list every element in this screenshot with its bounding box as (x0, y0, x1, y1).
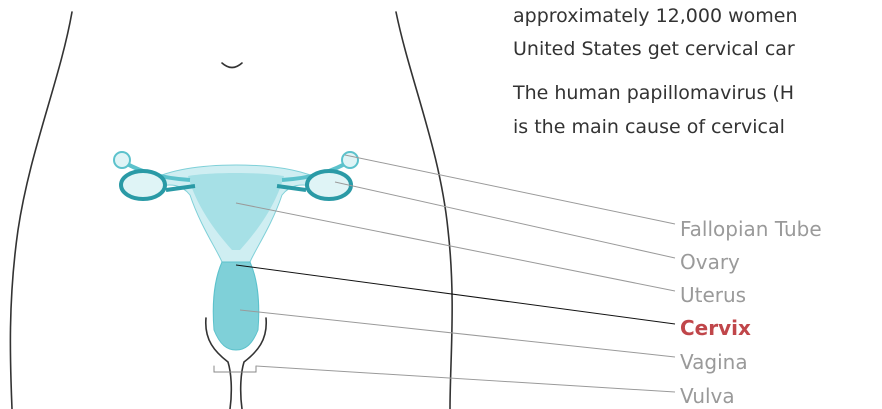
leader-line (235, 202, 676, 292)
right-hip (395, 11, 453, 409)
right-ligament (276, 184, 307, 192)
paragraph-line: United States get cervical car (513, 38, 795, 60)
labels: Fallopian Tube Ovary Uterus Cervix Vagin… (680, 217, 822, 408)
reproductive-organs (113, 151, 359, 351)
label[interactable]: Fallopian Tube (680, 217, 822, 241)
leader-lines (235, 154, 676, 393)
right-fimbria (341, 151, 359, 169)
leader-line (344, 154, 676, 225)
left-hip (9, 11, 73, 409)
uterus (188, 173, 284, 250)
leader-line (239, 309, 676, 358)
vulva-bracket (213, 365, 257, 373)
leader-line (235, 264, 676, 325)
left-ovary (119, 169, 167, 201)
paragraph-line: The human papillomavirus (H (512, 82, 794, 104)
navel (221, 62, 243, 69)
label[interactable]: Vagina (680, 350, 748, 374)
label-active[interactable]: Cervix (680, 316, 751, 340)
leader-line (255, 365, 676, 393)
paragraph-line: approximately 12,000 women (513, 5, 798, 27)
paragraph-line: is the main cause of cervical (513, 116, 785, 138)
body-outline (9, 11, 453, 409)
left-fimbria (113, 151, 131, 169)
left-thigh (205, 317, 233, 409)
label[interactable]: Vulva (680, 384, 735, 408)
right-thigh (239, 317, 267, 409)
label[interactable]: Uterus (680, 283, 746, 307)
left-ligament (165, 184, 196, 192)
leader-line (334, 181, 676, 259)
right-ovary (305, 169, 353, 201)
label[interactable]: Ovary (680, 250, 740, 274)
cervix-vagina (212, 261, 260, 351)
paragraph: approximately 12,000 women United States… (512, 5, 798, 138)
